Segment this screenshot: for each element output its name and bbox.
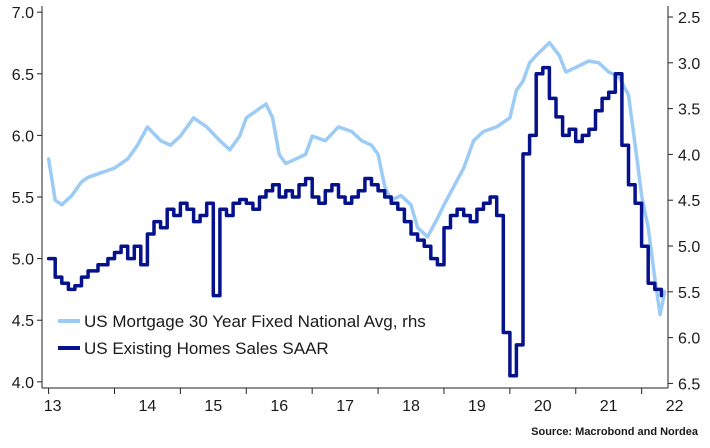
right-tick-label: 5.0 [678,239,700,256]
left-tick-label: 4.5 [12,313,34,330]
x-tick-label: 15 [204,398,222,415]
left-tick-label: 5.5 [12,190,34,207]
left-tick-label: 6.5 [12,67,34,84]
x-tick-label: 13 [44,398,62,415]
right-tick-label: 6.0 [678,331,700,348]
right-axis: 2.5 3.0 3.5 4.0 4.5 5.0 5.5 6.0 6.5 [668,10,700,393]
series-line-mortgage [46,40,667,317]
right-tick-label: 3.0 [678,56,700,73]
left-axis: 4.0 4.5 5.0 5.5 6.0 6.5 7.0 [12,5,42,392]
left-tick-label: 7.0 [12,5,34,22]
series-line-existing-home-sales [46,65,664,378]
right-tick-label: 4.0 [678,147,700,164]
right-tick-label: 6.5 [678,376,700,393]
x-axis: 13 14 15 16 17 18 19 20 21 22 [44,388,684,415]
left-tick-label: 5.0 [12,252,34,269]
legend-item-mortgage-label: US Mortgage 30 Year Fixed National Avg, … [84,312,426,331]
series-layer [46,40,667,378]
x-tick-label: 16 [270,398,288,415]
x-tick-label: 22 [666,398,684,415]
x-tick-label: 20 [534,398,552,415]
right-tick-label: 4.5 [678,193,700,210]
x-tick-label: 19 [468,398,486,415]
legend: US Mortgage 30 Year Fixed National Avg, … [58,312,426,358]
legend-item-existing-home-sales-label: US Existing Homes Sales SAAR [84,339,329,358]
source-note: Source: Macrobond and Nordea [531,426,698,438]
x-tick-label: 17 [336,398,354,415]
right-tick-label: 2.5 [678,10,700,27]
x-tick-label: 14 [139,398,157,415]
x-tick-label: 18 [402,398,420,415]
right-tick-label: 5.5 [678,285,700,302]
left-tick-label: 4.0 [12,375,34,392]
right-tick-label: 3.5 [678,102,700,119]
left-tick-label: 6.0 [12,128,34,145]
x-tick-label: 21 [600,398,618,415]
